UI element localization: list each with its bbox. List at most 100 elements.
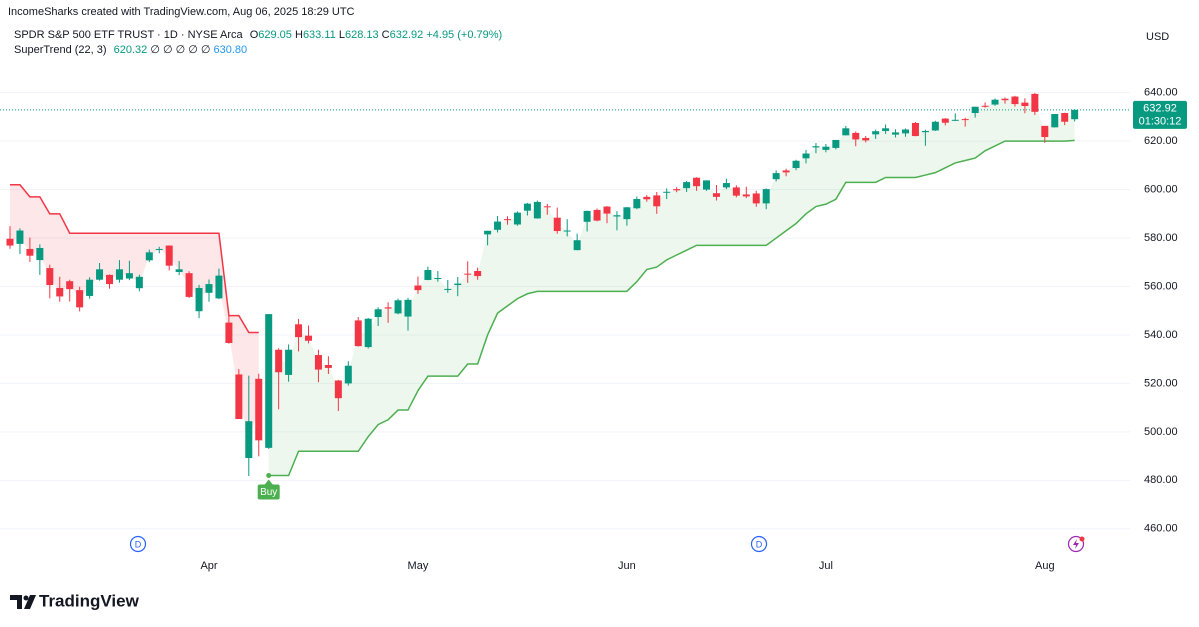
lightning xyxy=(1073,539,1079,549)
candle-body xyxy=(56,287,64,297)
attribution: IncomeSharks created with TradingView.co… xyxy=(8,6,355,18)
candle-body xyxy=(165,245,173,266)
candle-body xyxy=(712,193,720,197)
candle-body xyxy=(643,196,651,200)
candle-body xyxy=(663,191,671,193)
candle-body xyxy=(772,173,780,180)
candle-body xyxy=(673,189,681,191)
candle-body xyxy=(792,160,800,169)
candle-body xyxy=(683,182,691,189)
candle-body xyxy=(882,128,890,131)
ohlc-letter: L xyxy=(338,29,345,41)
candle-body xyxy=(36,247,44,261)
candle-body xyxy=(892,132,900,135)
candle-body xyxy=(941,118,949,123)
candle-body xyxy=(384,307,392,309)
candle-body xyxy=(225,322,233,343)
trend-fill xyxy=(268,99,1075,476)
candle-body xyxy=(424,270,432,280)
candle-body xyxy=(334,380,342,399)
candle-body xyxy=(195,287,203,312)
candle-body xyxy=(145,252,153,261)
candle-body xyxy=(722,183,730,188)
candle-body xyxy=(324,364,332,368)
candle-body xyxy=(96,269,104,280)
candle-body xyxy=(125,273,133,279)
notification-dot xyxy=(1079,536,1085,542)
candle-body xyxy=(1071,109,1079,120)
candle-body xyxy=(354,320,362,347)
event-icons: D D xyxy=(129,535,1085,553)
indicator-name: SuperTrend (22, 3) xyxy=(14,44,107,56)
candle-body xyxy=(374,309,382,318)
candle-body xyxy=(832,139,840,148)
candle-body xyxy=(872,131,880,135)
candle-body xyxy=(862,137,870,141)
candle-body xyxy=(314,355,322,370)
y-tick-label: 540.00 xyxy=(1144,329,1178,341)
ohlc-letter: H xyxy=(294,29,303,41)
ohlc-value: 628.13 xyxy=(344,29,379,41)
candle-body xyxy=(155,248,163,250)
candle-body xyxy=(563,230,571,232)
candle-body xyxy=(76,290,84,308)
candle-body xyxy=(275,349,283,373)
y-tick-label: 560.00 xyxy=(1144,280,1178,292)
legend-main: SPDR S&P 500 ETF TRUST · 1D · NYSE Arca … xyxy=(14,29,502,41)
candle-body xyxy=(991,99,999,105)
candle-body xyxy=(703,180,710,190)
candle-body xyxy=(653,195,661,207)
y-tick-label: 620.00 xyxy=(1144,135,1178,147)
x-tick-label: Apr xyxy=(200,560,217,572)
candle-body xyxy=(931,121,939,131)
indicator-value: 620.32 xyxy=(113,44,148,56)
supertrend-line xyxy=(10,183,259,334)
ohlc-value: 629.05 xyxy=(258,29,292,41)
candle-body xyxy=(115,269,123,280)
legend-indicator: SuperTrend (22, 3) 620.32 ∅ ∅ ∅ ∅ ∅ 630.… xyxy=(14,43,247,56)
candle-body xyxy=(175,269,183,272)
y-tick-label: 640.00 xyxy=(1144,87,1178,99)
candle-body xyxy=(921,130,929,133)
candle-body xyxy=(543,206,551,208)
candle-body xyxy=(215,275,223,299)
candle-body xyxy=(732,187,740,196)
logo-dot xyxy=(23,595,29,601)
candle-body xyxy=(762,189,770,204)
candle-body xyxy=(464,273,472,275)
candle-body xyxy=(1061,113,1069,122)
candle-body xyxy=(852,132,860,140)
candle-body xyxy=(444,288,452,290)
candle-body xyxy=(364,318,372,348)
price-label: 632.92 xyxy=(1143,103,1177,115)
candle-body xyxy=(404,299,412,317)
y-tick-label: 600.00 xyxy=(1144,183,1178,195)
candle-body xyxy=(961,119,969,121)
candle-body xyxy=(842,128,850,136)
ohlc-value: 633.11 xyxy=(302,29,336,41)
candle-body xyxy=(951,119,959,121)
candle-body xyxy=(1041,125,1049,138)
event-label: D xyxy=(756,539,763,549)
candle-body xyxy=(86,279,94,296)
candle-body xyxy=(603,206,611,214)
candle-body xyxy=(802,153,810,159)
logo-mark xyxy=(24,595,36,609)
event-circle[interactable] xyxy=(750,535,768,553)
candle-body xyxy=(484,230,492,235)
candle-body xyxy=(46,268,54,286)
trend-fill xyxy=(10,184,259,440)
candle-body xyxy=(752,193,760,204)
candle-body xyxy=(414,285,422,291)
change: +4.95 (+0.79%) xyxy=(426,29,503,41)
countdown: 01:30:12 xyxy=(1139,116,1182,128)
candle-body xyxy=(593,209,601,221)
event-circle[interactable] xyxy=(129,535,147,553)
candle-body xyxy=(295,324,303,338)
candle-body xyxy=(504,219,511,221)
price-box xyxy=(1133,100,1187,129)
candle-body xyxy=(185,273,193,297)
candle-body xyxy=(613,215,621,217)
x-tick-label: Jul xyxy=(819,560,833,572)
